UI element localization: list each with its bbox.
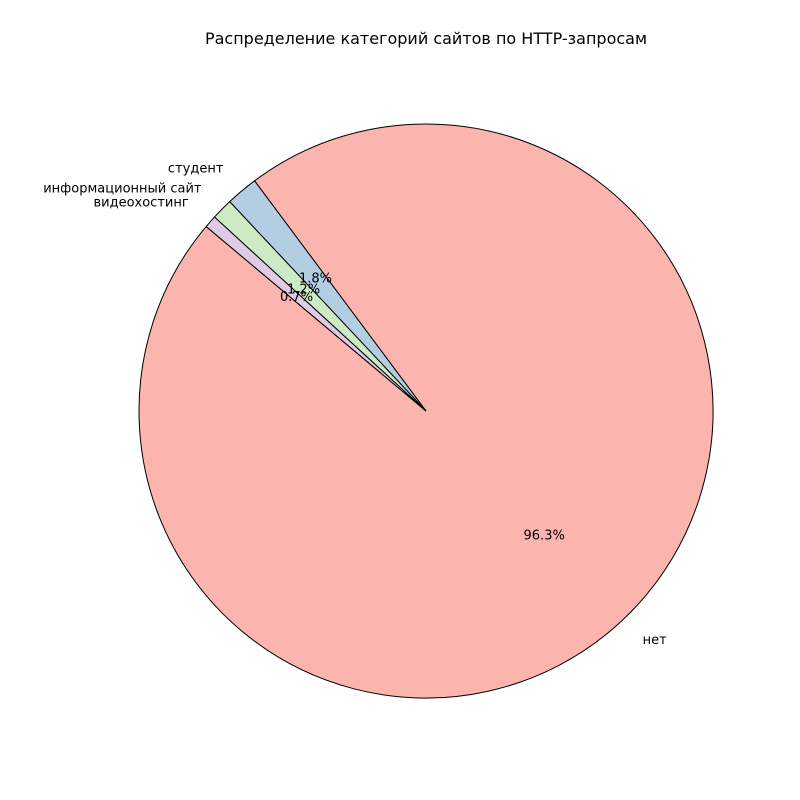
slice-label-3: видеохостинг [93,195,188,210]
pie-labels: нет 96.3% студент 1.8% информационный сайт 1.… [43,161,667,648]
chart-title: Распределение категорий сайтов по HTTP-з… [205,29,647,48]
slice-label-2: информационный сайт [43,182,202,197]
slice-percent-label-2: 1.2% [287,282,320,297]
slice-label-1: студент [168,161,224,176]
slice-percent-label-3: 0.7% [280,290,313,305]
slice-percent-label-1: 1.8% [299,271,332,286]
slice-label-0: нет [643,633,667,648]
slice-percent-label-0: 96.3% [524,529,565,544]
pie-slices [138,123,714,699]
slice-3 [205,216,427,412]
